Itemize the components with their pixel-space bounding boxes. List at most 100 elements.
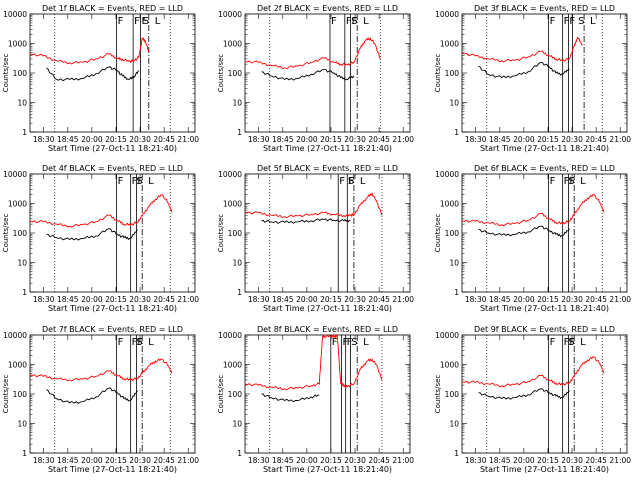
event-marker-label: L xyxy=(580,176,586,187)
y-tick-label: 1000 xyxy=(223,40,242,49)
series-line-events xyxy=(478,61,570,79)
y-tick-label: 100 xyxy=(228,229,243,238)
event-marker-label: F xyxy=(331,16,337,27)
event-marker-label: F xyxy=(134,16,140,27)
event-marker-label: S xyxy=(351,16,357,27)
y-tick-label: 1 xyxy=(237,288,242,297)
plot-frame xyxy=(461,334,628,454)
panel-7: Det 7f BLACK = Events, RED = LLD 1 10 100 10… xyxy=(2,325,199,474)
x-tick-label: 21:00 xyxy=(609,135,631,144)
panel-title: Det 9f BLACK = Events, RED = LLD xyxy=(474,325,615,334)
x-tick-label: 20:30 xyxy=(561,456,583,465)
y-tick-label: 10000 xyxy=(218,170,242,179)
y-tick-label: 10000 xyxy=(218,10,242,19)
x-tick-label: 21:00 xyxy=(609,295,631,304)
x-tick-label: 20:45 xyxy=(368,456,390,465)
y-axis-title: Counts/sec xyxy=(434,214,442,253)
y-tick-label: 10 xyxy=(232,99,242,108)
y-tick-label: 1000 xyxy=(8,40,27,49)
y-tick-label: 1000 xyxy=(8,361,27,370)
plot-frame xyxy=(244,173,411,293)
panel-title: Det 8f BLACK = Events, RED = LLD xyxy=(257,325,398,334)
series-line-lld xyxy=(244,37,381,70)
panel-title: Det 5f BLACK = Events, RED = LLD xyxy=(257,164,398,173)
series-line-lld xyxy=(461,36,583,63)
event-marker-label: F xyxy=(569,176,575,187)
event-marker-label: S xyxy=(348,176,354,187)
plot-frame xyxy=(29,173,196,293)
x-tick-label: 21:00 xyxy=(392,295,414,304)
y-axis-title: Counts/sec xyxy=(217,54,225,93)
y-tick-label: 10 xyxy=(232,259,242,268)
series-line-events xyxy=(261,218,351,224)
y-tick-label: 1 xyxy=(454,128,459,137)
x-tick-label: 20:45 xyxy=(585,295,607,304)
x-tick-label: 20:15 xyxy=(320,295,342,304)
y-axis-title: Counts/sec xyxy=(434,54,442,93)
panel-8: Det 8f BLACK = Events, RED = LLD 1 10 100 10… xyxy=(217,325,414,474)
y-tick-label: 100 xyxy=(13,229,28,238)
x-tick-label: 21:00 xyxy=(177,295,199,304)
series-line-lld xyxy=(29,194,173,228)
event-marker-label: S xyxy=(136,337,142,348)
x-tick-label: 18:45 xyxy=(57,135,79,144)
x-tick-label: 18:45 xyxy=(489,456,511,465)
series-line-lld xyxy=(29,37,150,65)
series-line-events xyxy=(46,387,138,404)
series-line-lld xyxy=(244,333,383,391)
y-tick-label: 100 xyxy=(13,69,28,78)
x-tick-label: 20:30 xyxy=(344,135,366,144)
x-tick-label: 20:45 xyxy=(368,295,390,304)
y-tick-label: 10000 xyxy=(435,10,459,19)
y-tick-label: 10 xyxy=(17,99,27,108)
y-axis-title: Counts/sec xyxy=(2,375,10,414)
x-tick-label: 20:45 xyxy=(153,135,175,144)
event-marker-label: L xyxy=(148,176,154,187)
event-marker-label: F xyxy=(550,176,556,187)
event-marker-label: L xyxy=(148,337,154,348)
x-tick-label: 20:30 xyxy=(129,456,151,465)
y-tick-label: 1000 xyxy=(8,200,27,209)
event-marker-label: F xyxy=(132,337,138,348)
x-axis-title: Start Time (27-Oct-11 18:21:40) xyxy=(263,304,392,313)
x-tick-label: 18:45 xyxy=(57,295,79,304)
event-marker-label: F xyxy=(118,16,124,27)
y-tick-label: 1000 xyxy=(223,200,242,209)
x-tick-label: 20:30 xyxy=(561,135,583,144)
event-marker-label: F xyxy=(137,337,143,348)
x-axis-title: Start Time (27-Oct-11 18:21:40) xyxy=(480,304,609,313)
y-tick-label: 100 xyxy=(445,390,460,399)
x-tick-label: 20:30 xyxy=(129,135,151,144)
event-marker-label: F xyxy=(137,176,143,187)
x-tick-label: 20:00 xyxy=(513,456,535,465)
event-marker-label: S xyxy=(136,176,142,187)
x-tick-label: 20:00 xyxy=(513,295,535,304)
series-line-lld xyxy=(29,358,173,382)
panel-4: Det 4f BLACK = Events, RED = LLD 1 10 100 10… xyxy=(2,164,199,313)
y-tick-label: 1000 xyxy=(440,361,459,370)
x-tick-label: 20:30 xyxy=(129,295,151,304)
y-tick-label: 100 xyxy=(228,69,243,78)
event-marker-label: F xyxy=(348,176,354,187)
y-tick-label: 100 xyxy=(445,69,460,78)
y-tick-label: 10 xyxy=(17,259,27,268)
event-marker-label: L xyxy=(155,16,161,27)
x-tick-label: 20:00 xyxy=(81,456,103,465)
x-tick-label: 21:00 xyxy=(392,456,414,465)
event-marker-label: F xyxy=(347,337,353,348)
y-tick-label: 10000 xyxy=(3,170,27,179)
event-marker-label: S xyxy=(568,337,574,348)
event-marker-label: L xyxy=(363,337,369,348)
event-marker-label: F xyxy=(118,337,124,348)
event-marker-label: F xyxy=(332,337,338,348)
y-axis-title: Counts/sec xyxy=(434,375,442,414)
panel-title: Det 1f BLACK = Events, RED = LLD xyxy=(42,4,183,13)
x-tick-label: 18:45 xyxy=(272,456,294,465)
x-tick-label: 20:45 xyxy=(153,295,175,304)
x-tick-label: 20:15 xyxy=(537,135,559,144)
x-tick-label: 18:45 xyxy=(489,135,511,144)
series-line-lld xyxy=(461,194,605,227)
y-axis-title: Counts/sec xyxy=(2,54,10,93)
y-tick-label: 100 xyxy=(445,229,460,238)
